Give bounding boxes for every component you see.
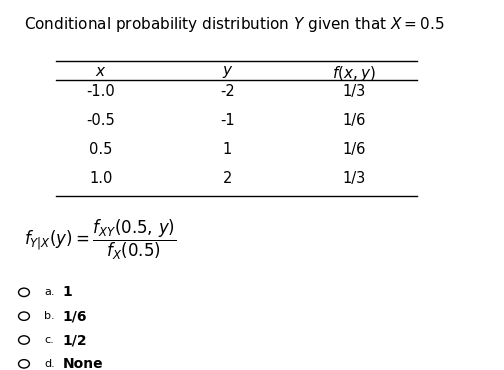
Text: $f_{Y|X}(y) = \dfrac{f_{XY}(0.5,\, y)}{f_X(0.5)}$: $f_{Y|X}(y) = \dfrac{f_{XY}(0.5,\, y)}{f… xyxy=(24,218,176,262)
Text: b.: b. xyxy=(44,311,55,321)
Text: 1/6: 1/6 xyxy=(342,113,365,128)
Text: $y$: $y$ xyxy=(222,64,233,81)
Text: d.: d. xyxy=(44,359,55,369)
Text: 1: 1 xyxy=(223,142,232,157)
Text: Conditional probability distribution $Y$ given that $X = 0.5$: Conditional probability distribution $Y$… xyxy=(24,16,445,34)
Text: 1/6: 1/6 xyxy=(342,142,365,157)
Text: -0.5: -0.5 xyxy=(87,113,115,128)
Text: None: None xyxy=(62,357,103,370)
Text: $f(x, y)$: $f(x, y)$ xyxy=(332,64,376,84)
Text: 1/3: 1/3 xyxy=(342,171,365,186)
Text: -1: -1 xyxy=(220,113,235,128)
Text: c.: c. xyxy=(44,335,54,345)
Text: 1.0: 1.0 xyxy=(89,171,112,186)
Text: -2: -2 xyxy=(220,84,235,99)
Text: 0.5: 0.5 xyxy=(89,142,112,157)
Text: $x$: $x$ xyxy=(95,64,106,80)
Text: 1/6: 1/6 xyxy=(62,309,87,323)
Text: 1: 1 xyxy=(62,285,72,299)
Text: a.: a. xyxy=(44,287,55,297)
Text: 1/2: 1/2 xyxy=(62,333,87,347)
Text: 2: 2 xyxy=(223,171,232,186)
Text: 1/3: 1/3 xyxy=(342,84,365,99)
Text: -1.0: -1.0 xyxy=(87,84,115,99)
